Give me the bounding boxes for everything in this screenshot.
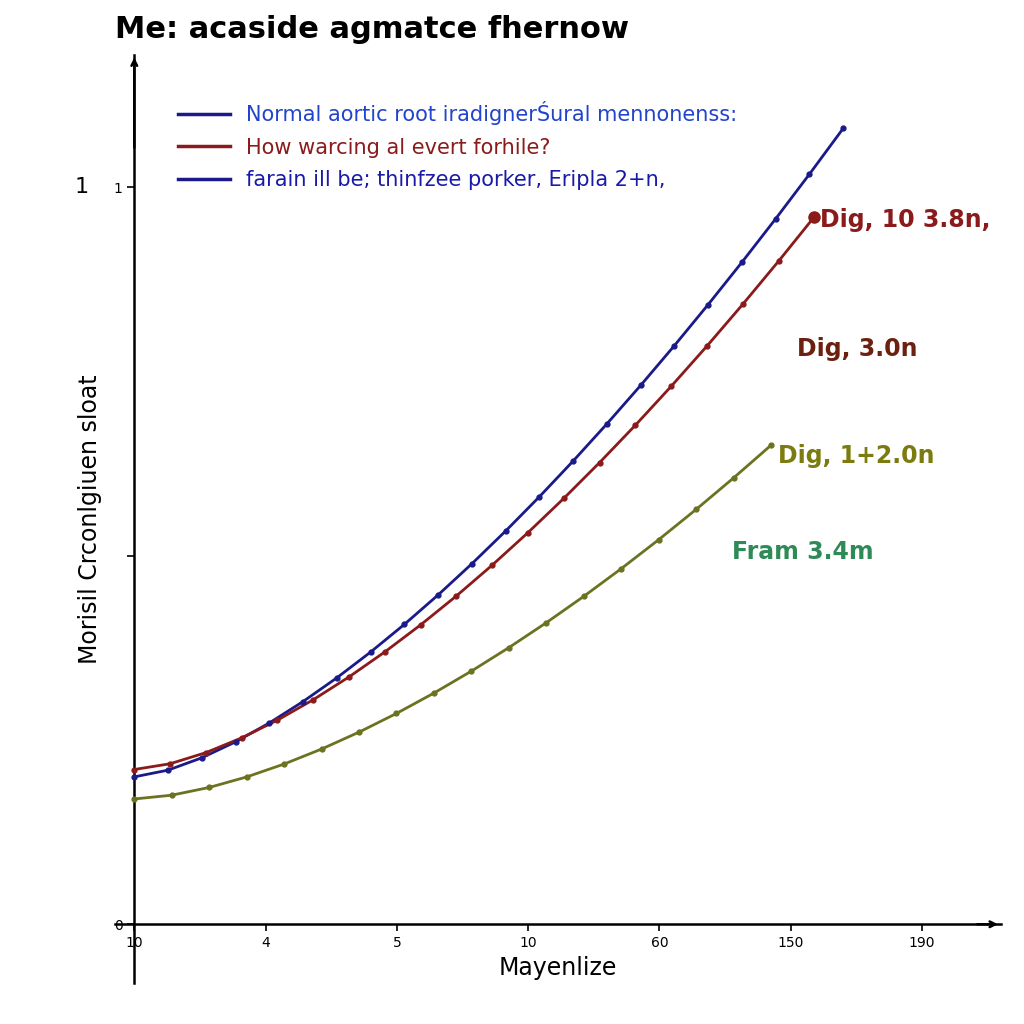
Text: 1: 1 (74, 177, 88, 198)
Legend: Normal aortic root iradignerŚural mennonenss:, How warcing al evert forhile?, fa: Normal aortic root iradignerŚural mennon… (169, 93, 745, 199)
Text: Dig, 1+2.0n: Dig, 1+2.0n (777, 444, 934, 468)
X-axis label: Mayenlize: Mayenlize (499, 955, 616, 980)
Text: Dig, 3.0n: Dig, 3.0n (798, 338, 918, 361)
Text: Me: acaside agmatce fhernow: Me: acaside agmatce fhernow (115, 15, 629, 44)
Y-axis label: Morisil Crconlgiuen sloat: Morisil Crconlgiuen sloat (79, 374, 102, 664)
Text: Dig, 10 3.8n,: Dig, 10 3.8n, (819, 209, 990, 232)
Text: Fram 3.4m: Fram 3.4m (731, 540, 873, 564)
